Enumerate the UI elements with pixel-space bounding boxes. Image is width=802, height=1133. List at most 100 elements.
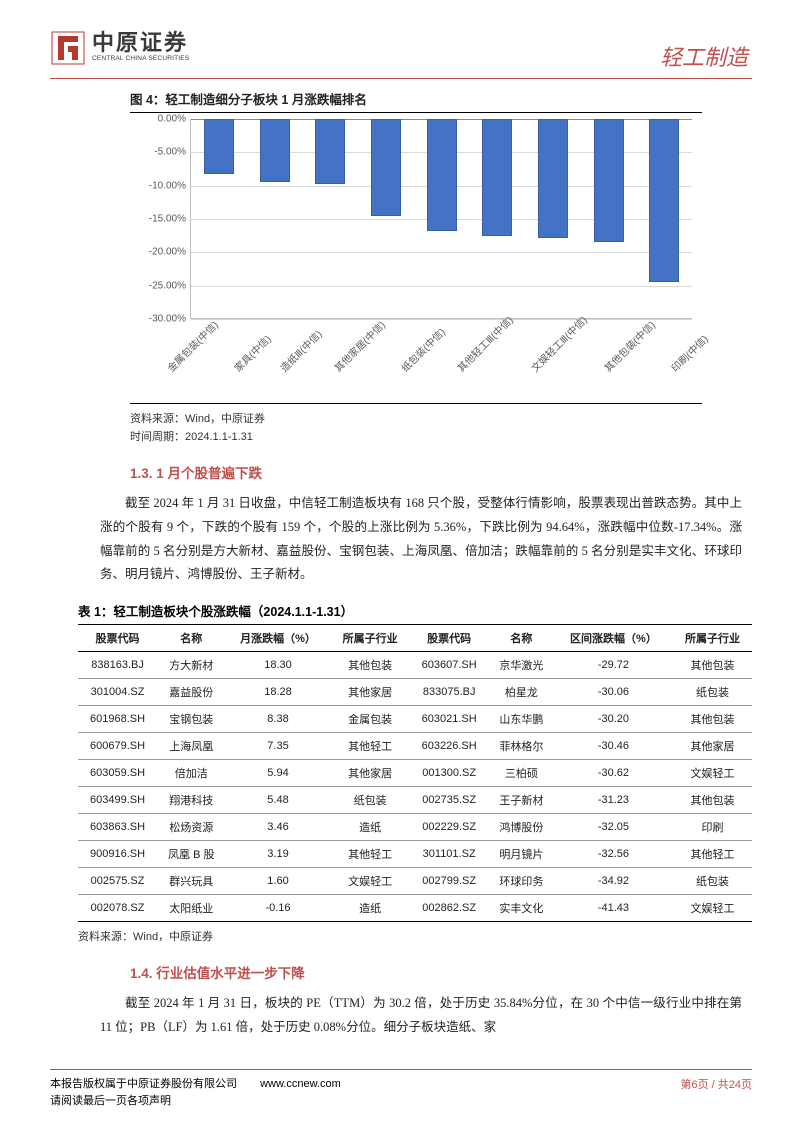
table-cell: 7.35 [225, 733, 330, 760]
chart-xlabel: 造纸Ⅲ(中信) [276, 326, 324, 374]
table-cell: 002862.SZ [410, 895, 489, 922]
chart-bar-slot [469, 119, 525, 318]
table-row: 603059.SH倍加洁5.94其他家居001300.SZ三柏硕-30.62文娱… [78, 760, 752, 787]
chart-bar-slot [191, 119, 247, 318]
chart-bar [204, 119, 234, 174]
footer-copyright: 本报告版权属于中原证券股份有限公司 [50, 1078, 237, 1090]
table-cell: 文娱轻工 [331, 868, 410, 895]
table-cell: 三柏硕 [489, 760, 554, 787]
chart-xlabel: 家具(中信) [230, 331, 273, 374]
table-cell: 群兴玩具 [157, 868, 225, 895]
chart-xlabel: 金属包装(中信) [163, 317, 220, 374]
page-footer: 本报告版权属于中原证券股份有限公司 www.ccnew.com 请阅读最后一页各… [50, 1069, 752, 1111]
section-1-3-heading: 1.3. 1 月个股普遍下跌 [130, 462, 752, 482]
table-cell: 838163.BJ [78, 652, 157, 679]
chart-bars [191, 119, 692, 318]
table-row: 002575.SZ群兴玩具1.60文娱轻工002799.SZ环球印务-34.92… [78, 868, 752, 895]
table-cell: 其他家居 [331, 679, 410, 706]
chart-bar-slot [358, 119, 414, 318]
table-cell: 印刷 [673, 814, 752, 841]
footer-url: www.ccnew.com [260, 1078, 341, 1090]
table-cell: 603863.SH [78, 814, 157, 841]
chart-bar [427, 119, 457, 231]
table-cell: 山东华鹏 [489, 706, 554, 733]
table-cell: 上海凤凰 [157, 733, 225, 760]
table-cell: 方大新材 [157, 652, 225, 679]
table-cell: 松炀资源 [157, 814, 225, 841]
table-cell: -32.05 [554, 814, 673, 841]
table-cell: 金属包装 [331, 706, 410, 733]
chart-bar-slot [581, 119, 637, 318]
table-cell: 5.94 [225, 760, 330, 787]
table-col-header: 区间涨跌幅（%） [554, 625, 673, 652]
table-cell: 301101.SZ [410, 841, 489, 868]
table-cell: 其他轻工 [331, 733, 410, 760]
table-cell: 002735.SZ [410, 787, 489, 814]
table-cell: -30.46 [554, 733, 673, 760]
table-cell: 京华激光 [489, 652, 554, 679]
table-cell: 太阳纸业 [157, 895, 225, 922]
table-cell: 603226.SH [410, 733, 489, 760]
table-cell: 001300.SZ [410, 760, 489, 787]
chart-bar-slot [636, 119, 692, 318]
table-cell: 其他轻工 [673, 841, 752, 868]
table-cell: 002575.SZ [78, 868, 157, 895]
footer-disclaimer: 请阅读最后一页各项声明 [50, 1095, 171, 1107]
table-col-header: 所属子行业 [331, 625, 410, 652]
table-cell: 833075.BJ [410, 679, 489, 706]
section-1-4-heading: 1.4. 行业估值水平进一步下降 [130, 962, 752, 982]
table-cell: 鸿博股份 [489, 814, 554, 841]
table-cell: 纸包装 [673, 868, 752, 895]
table-col-header: 名称 [157, 625, 225, 652]
table-cell: 宝钢包装 [157, 706, 225, 733]
table1-body: 838163.BJ方大新材18.30其他包装603607.SH京华激光-29.7… [78, 652, 752, 922]
chart-xlabel: 印刷(中信) [667, 331, 710, 374]
table-cell: 其他轻工 [331, 841, 410, 868]
table-cell: -30.20 [554, 706, 673, 733]
table-cell: 文娱轻工 [673, 760, 752, 787]
table-cell: 柏星龙 [489, 679, 554, 706]
figure4-title: 图 4：轻工制造细分子板块 1 月涨跌幅排名 [130, 89, 752, 108]
footer-page-number: 第6页 / 共24页 [680, 1076, 752, 1092]
table-cell: 其他包装 [673, 787, 752, 814]
chart-ytick: -5.00% [136, 147, 186, 158]
chart-ytick: -20.00% [136, 247, 186, 258]
chart-bar [260, 119, 290, 182]
figure4-period: 时间周期：2024.1.1-1.31 [130, 428, 752, 444]
table-cell: 603607.SH [410, 652, 489, 679]
table-col-header: 股票代码 [410, 625, 489, 652]
table-cell: 002078.SZ [78, 895, 157, 922]
chart-bar-slot [302, 119, 358, 318]
table1-source: 资料来源：Wind，中原证券 [78, 928, 752, 944]
table-cell: -32.56 [554, 841, 673, 868]
chart-bar [482, 119, 512, 236]
table-cell: 18.28 [225, 679, 330, 706]
chart-bar [594, 119, 624, 242]
chart-plot-area: 0.00%-5.00%-10.00%-15.00%-20.00%-25.00%-… [190, 119, 692, 319]
company-logo-icon [50, 30, 86, 66]
table-cell: 菲林格尔 [489, 733, 554, 760]
chart-bar [538, 119, 568, 238]
table-cell: 凤凰 B 股 [157, 841, 225, 868]
footer-left: 本报告版权属于中原证券股份有限公司 www.ccnew.com 请阅读最后一页各… [50, 1076, 341, 1111]
table-col-header: 名称 [489, 625, 554, 652]
table-cell: 5.48 [225, 787, 330, 814]
table-cell: 603059.SH [78, 760, 157, 787]
table-row: 900916.SH凤凰 B 股3.19其他轻工301101.SZ明月镜片-32.… [78, 841, 752, 868]
table-cell: -41.43 [554, 895, 673, 922]
chart-bar [315, 119, 345, 184]
table-cell: 环球印务 [489, 868, 554, 895]
chart-bar [371, 119, 401, 216]
table-cell: 嘉益股份 [157, 679, 225, 706]
table-cell: -29.72 [554, 652, 673, 679]
table-cell: 文娱轻工 [673, 895, 752, 922]
table-cell: 实丰文化 [489, 895, 554, 922]
chart-bar-slot [247, 119, 303, 318]
table1-header-row: 股票代码名称月涨跌幅（%）所属子行业股票代码名称区间涨跌幅（%）所属子行业 [78, 625, 752, 652]
table-row: 600679.SH上海凤凰7.35其他轻工603226.SH菲林格尔-30.46… [78, 733, 752, 760]
chart-xlabel: 文娱轻工Ⅲ(中信) [527, 312, 589, 374]
table-cell: 3.19 [225, 841, 330, 868]
section-1-3-paragraph: 截至 2024 年 1 月 31 日收盘，中信轻工制造板块有 168 只个股，受… [100, 492, 742, 587]
chart-bar-slot [525, 119, 581, 318]
table-cell: 纸包装 [331, 787, 410, 814]
